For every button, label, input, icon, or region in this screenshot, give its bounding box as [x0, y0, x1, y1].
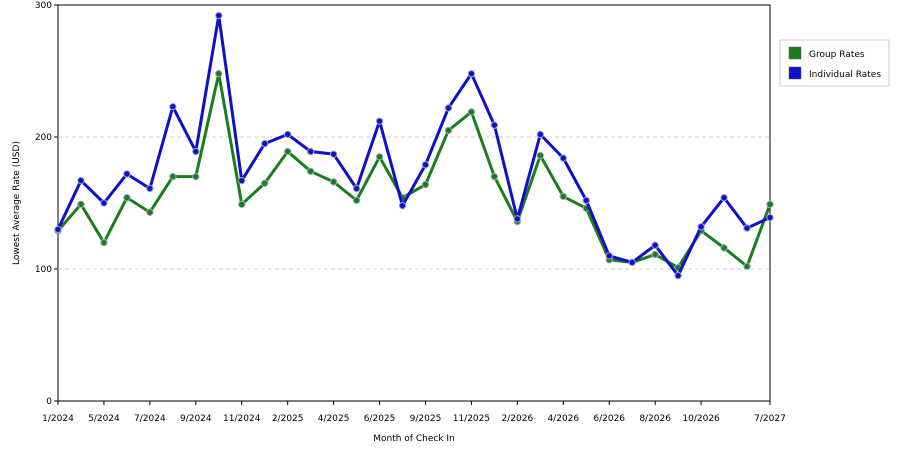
data-point — [329, 178, 338, 186]
data-point — [651, 250, 659, 259]
data-point — [238, 176, 246, 185]
series-line — [56, 72, 772, 270]
data-point — [77, 176, 85, 185]
data-point — [490, 172, 499, 181]
data-point — [238, 200, 246, 209]
legend-label: Group Rates — [809, 50, 865, 60]
x-tick-label: 7/2024 — [134, 414, 166, 424]
data-point — [352, 196, 361, 205]
data-point — [261, 139, 269, 148]
data-point — [215, 69, 223, 78]
data-point — [766, 213, 774, 222]
x-tick-label: 8/2026 — [639, 414, 671, 424]
data-point — [513, 215, 522, 223]
data-point — [536, 151, 545, 160]
data-point — [169, 102, 177, 111]
x-axis-label: Month of Check In — [373, 434, 455, 444]
x-tick-label: 5/2024 — [88, 414, 120, 424]
x-tick-label: 2/2026 — [502, 414, 534, 424]
data-point — [329, 150, 338, 158]
data-point — [628, 258, 636, 267]
data-point — [444, 104, 453, 112]
y-tick-label: 100 — [35, 265, 52, 275]
legend-swatch — [788, 66, 802, 80]
x-tick-label: 1/2024 — [42, 414, 74, 424]
data-point — [720, 244, 728, 252]
data-point — [306, 167, 315, 176]
data-point — [582, 196, 590, 205]
data-point — [375, 153, 384, 161]
x-tick-label: 11/2024 — [223, 414, 261, 424]
data-point — [444, 126, 453, 135]
data-point — [123, 194, 131, 202]
x-tick-label: 6/2026 — [593, 414, 625, 424]
data-point — [306, 147, 315, 156]
plot-area — [57, 4, 771, 402]
data-point — [421, 161, 430, 169]
data-point — [536, 130, 545, 139]
x-tick-label: 4/2025 — [318, 414, 350, 424]
data-point — [743, 224, 751, 232]
data-point — [674, 271, 682, 280]
data-point — [146, 208, 154, 216]
data-point — [720, 194, 728, 202]
data-point — [766, 200, 774, 209]
data-point — [100, 199, 108, 207]
y-tick-label: 0 — [46, 397, 52, 407]
legend-swatch — [788, 46, 802, 60]
x-tick-label: 9/2024 — [180, 414, 212, 424]
data-point — [743, 262, 751, 271]
data-point — [651, 241, 659, 249]
data-point — [697, 223, 705, 231]
y-axis-label: Lowest Average Rate (USD) — [12, 141, 22, 265]
x-tick-label: 11/2025 — [453, 414, 490, 424]
data-point — [490, 121, 499, 129]
data-point — [100, 238, 108, 247]
data-point — [77, 200, 85, 209]
series-line — [56, 14, 771, 278]
data-point — [123, 170, 131, 178]
data-point — [398, 201, 407, 210]
data-point — [559, 192, 567, 201]
x-tick-label: 4/2026 — [547, 414, 579, 424]
data-point — [169, 172, 177, 181]
data-point — [605, 252, 613, 260]
data-point — [192, 147, 200, 156]
data-point — [467, 108, 476, 116]
legend-label: Individual Rates — [809, 70, 881, 80]
x-tick-label: 7/2027 — [754, 414, 786, 424]
x-tick-label: 2/2025 — [272, 414, 304, 424]
data-point — [192, 172, 200, 181]
y-tick-label: 200 — [35, 133, 52, 143]
data-point — [421, 180, 430, 189]
data-point — [283, 130, 292, 139]
data-point — [352, 184, 361, 193]
data-point — [215, 11, 223, 20]
data-point — [261, 179, 269, 187]
data-point — [283, 147, 292, 156]
y-tick-label: 300 — [35, 1, 52, 11]
x-tick-label: 6/2025 — [364, 414, 396, 424]
data-point — [467, 69, 476, 78]
data-point — [375, 117, 384, 125]
data-point — [559, 154, 567, 162]
data-point — [54, 225, 62, 234]
x-tick-label: 10/2026 — [682, 414, 720, 424]
x-tick-label: 9/2025 — [410, 414, 442, 424]
data-point — [146, 184, 154, 193]
